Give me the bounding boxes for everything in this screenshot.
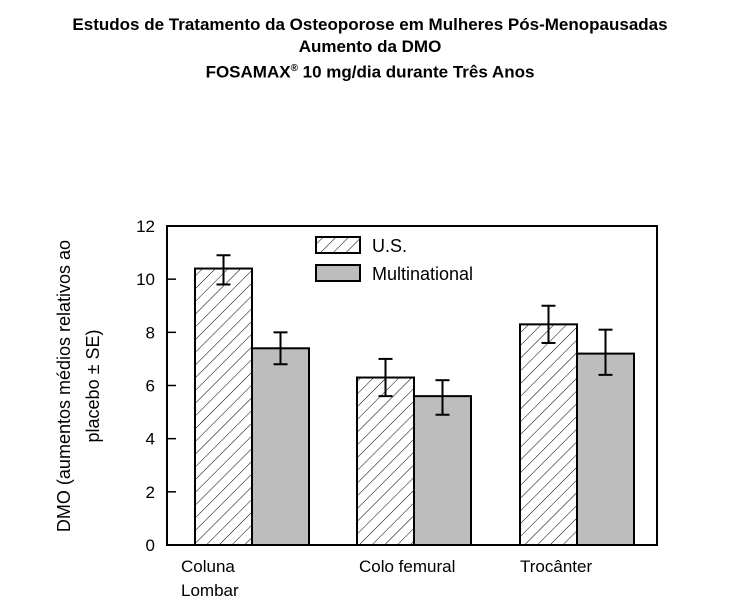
x-axis-categories: Coluna Lombar Colo femural Trocânter bbox=[181, 557, 592, 600]
y-tick-label: 8 bbox=[146, 323, 155, 342]
bar bbox=[251, 347, 310, 546]
x-category-label: Trocânter bbox=[520, 557, 592, 576]
y-tick-label: 4 bbox=[146, 430, 155, 449]
bar bbox=[194, 267, 253, 546]
y-tick-label: 2 bbox=[146, 483, 155, 502]
legend-label-multinational: Multinational bbox=[372, 264, 473, 284]
y-axis-label-line-2: placebo ± SE) bbox=[83, 330, 103, 443]
legend: U.S. Multinational bbox=[315, 236, 473, 284]
x-category-label: Colo femural bbox=[359, 557, 455, 576]
y-axis-label-line-1: DMO (aumentos médios relativos ao bbox=[54, 240, 74, 532]
title-line-3-rest: 10 mg/dia durante Três Anos bbox=[297, 62, 535, 82]
x-category-label: Coluna bbox=[181, 557, 235, 576]
chart-title-line-1: Estudos de Tratamento da Osteoporose em … bbox=[72, 15, 668, 34]
bar bbox=[356, 376, 415, 546]
bar bbox=[576, 352, 635, 546]
brand-name: FOSAMAX bbox=[205, 62, 291, 82]
y-tick-label: 12 bbox=[136, 217, 155, 236]
legend-label-us: U.S. bbox=[372, 236, 407, 256]
y-axis: 0 2 4 6 8 10 12 bbox=[136, 217, 176, 555]
y-tick-label: 0 bbox=[146, 536, 155, 555]
registered-mark: ® bbox=[290, 63, 298, 74]
chart-title: Estudos de Tratamento da Osteoporose em … bbox=[0, 14, 740, 84]
legend-swatch-us bbox=[315, 236, 361, 254]
bar bbox=[519, 323, 578, 546]
chart-title-line-3: FOSAMAX® 10 mg/dia durante Três Anos bbox=[0, 58, 740, 84]
legend-swatch-multinational bbox=[315, 264, 361, 282]
y-tick-label: 10 bbox=[136, 270, 155, 289]
y-tick-label: 6 bbox=[146, 377, 155, 396]
x-category-label: Lombar bbox=[181, 581, 239, 600]
chart-title-line-2: Aumento da DMO bbox=[298, 37, 442, 56]
bars bbox=[194, 254, 635, 546]
bar bbox=[413, 395, 472, 546]
